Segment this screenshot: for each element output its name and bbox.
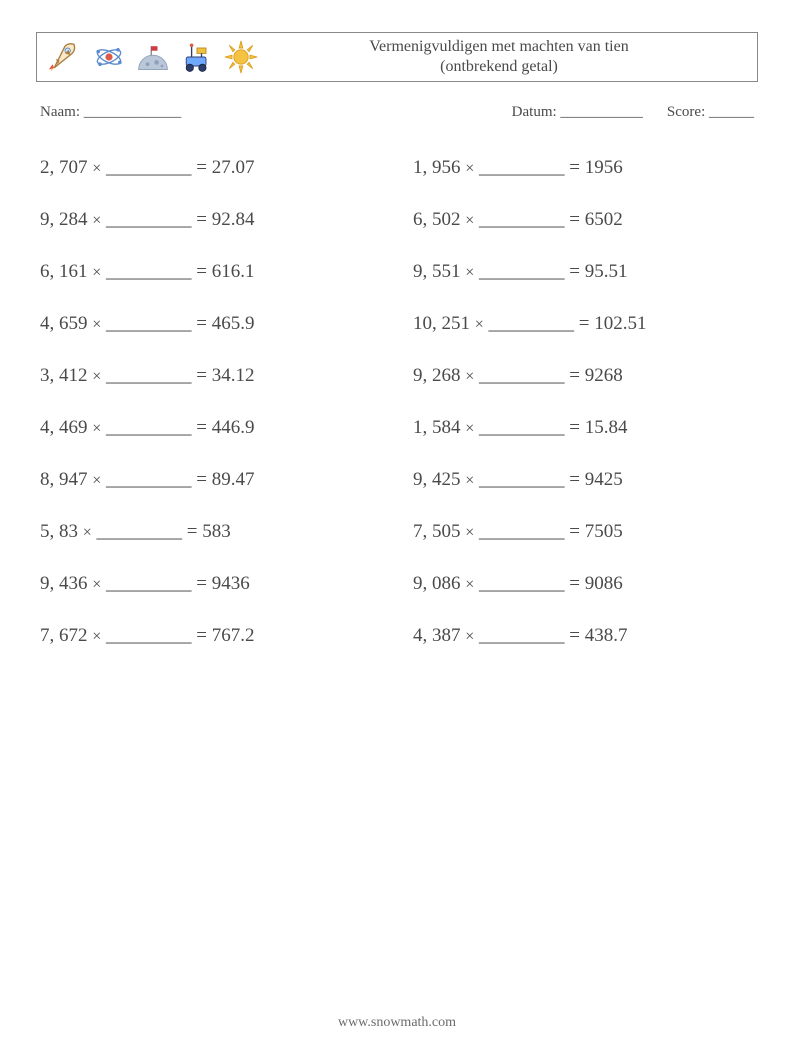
problem-right: 6, 502 × _________ = 6502 <box>413 209 754 231</box>
problem-left: 9, 436 × _________ = 9436 <box>40 573 381 595</box>
name-field: Naam: _____________ <box>40 104 512 121</box>
problem-left: 4, 659 × _________ = 465.9 <box>40 313 381 335</box>
problem-right: 10, 251 × _________ = 102.51 <box>413 313 754 335</box>
rocket-icon <box>47 39 83 75</box>
rover-icon <box>179 39 215 75</box>
problem-left: 5, 83 × _________ = 583 <box>40 521 381 543</box>
problem-left: 4, 469 × _________ = 446.9 <box>40 417 381 439</box>
problem-right: 4, 387 × _________ = 438.7 <box>413 625 754 647</box>
title-line-2: (ontbrekend getal) <box>259 57 739 77</box>
date-blank: ___________ <box>560 104 643 120</box>
problem-left: 9, 284 × _________ = 92.84 <box>40 209 381 231</box>
date-field: Datum: ___________ <box>512 104 643 121</box>
score-blank: ______ <box>709 104 754 120</box>
problem-right: 9, 425 × _________ = 9425 <box>413 469 754 491</box>
worksheet-header: Vermenigvuldigen met machten van tien (o… <box>36 32 758 82</box>
info-row: Naam: _____________ Datum: ___________ S… <box>40 104 754 121</box>
sun-icon <box>223 39 259 75</box>
problem-right: 7, 505 × _________ = 7505 <box>413 521 754 543</box>
score-field: Score: ______ <box>667 104 754 121</box>
problem-left: 8, 947 × _________ = 89.47 <box>40 469 381 491</box>
date-label: Datum: <box>512 104 557 120</box>
satellite-icon <box>91 39 127 75</box>
problem-right: 1, 584 × _________ = 15.84 <box>413 417 754 439</box>
name-label: Naam: <box>40 104 80 120</box>
footer-url: www.snowmath.com <box>0 1015 794 1031</box>
title-line-1: Vermenigvuldigen met machten van tien <box>259 37 739 57</box>
problem-left: 2, 707 × _________ = 27.07 <box>40 157 381 179</box>
problem-left: 3, 412 × _________ = 34.12 <box>40 365 381 387</box>
header-icons <box>47 39 259 75</box>
score-label: Score: <box>667 104 705 120</box>
problem-right: 1, 956 × _________ = 1956 <box>413 157 754 179</box>
problem-right: 9, 551 × _________ = 95.51 <box>413 261 754 283</box>
problems-grid: 2, 707 × _________ = 27.07 1, 956 × _____… <box>36 157 758 647</box>
worksheet-title: Vermenigvuldigen met machten van tien (o… <box>259 37 747 77</box>
problem-right: 9, 086 × _________ = 9086 <box>413 573 754 595</box>
problem-left: 6, 161 × _________ = 616.1 <box>40 261 381 283</box>
problem-right: 9, 268 × _________ = 9268 <box>413 365 754 387</box>
moon-icon <box>135 39 171 75</box>
problem-left: 7, 672 × _________ = 767.2 <box>40 625 381 647</box>
name-blank: _____________ <box>84 104 182 120</box>
